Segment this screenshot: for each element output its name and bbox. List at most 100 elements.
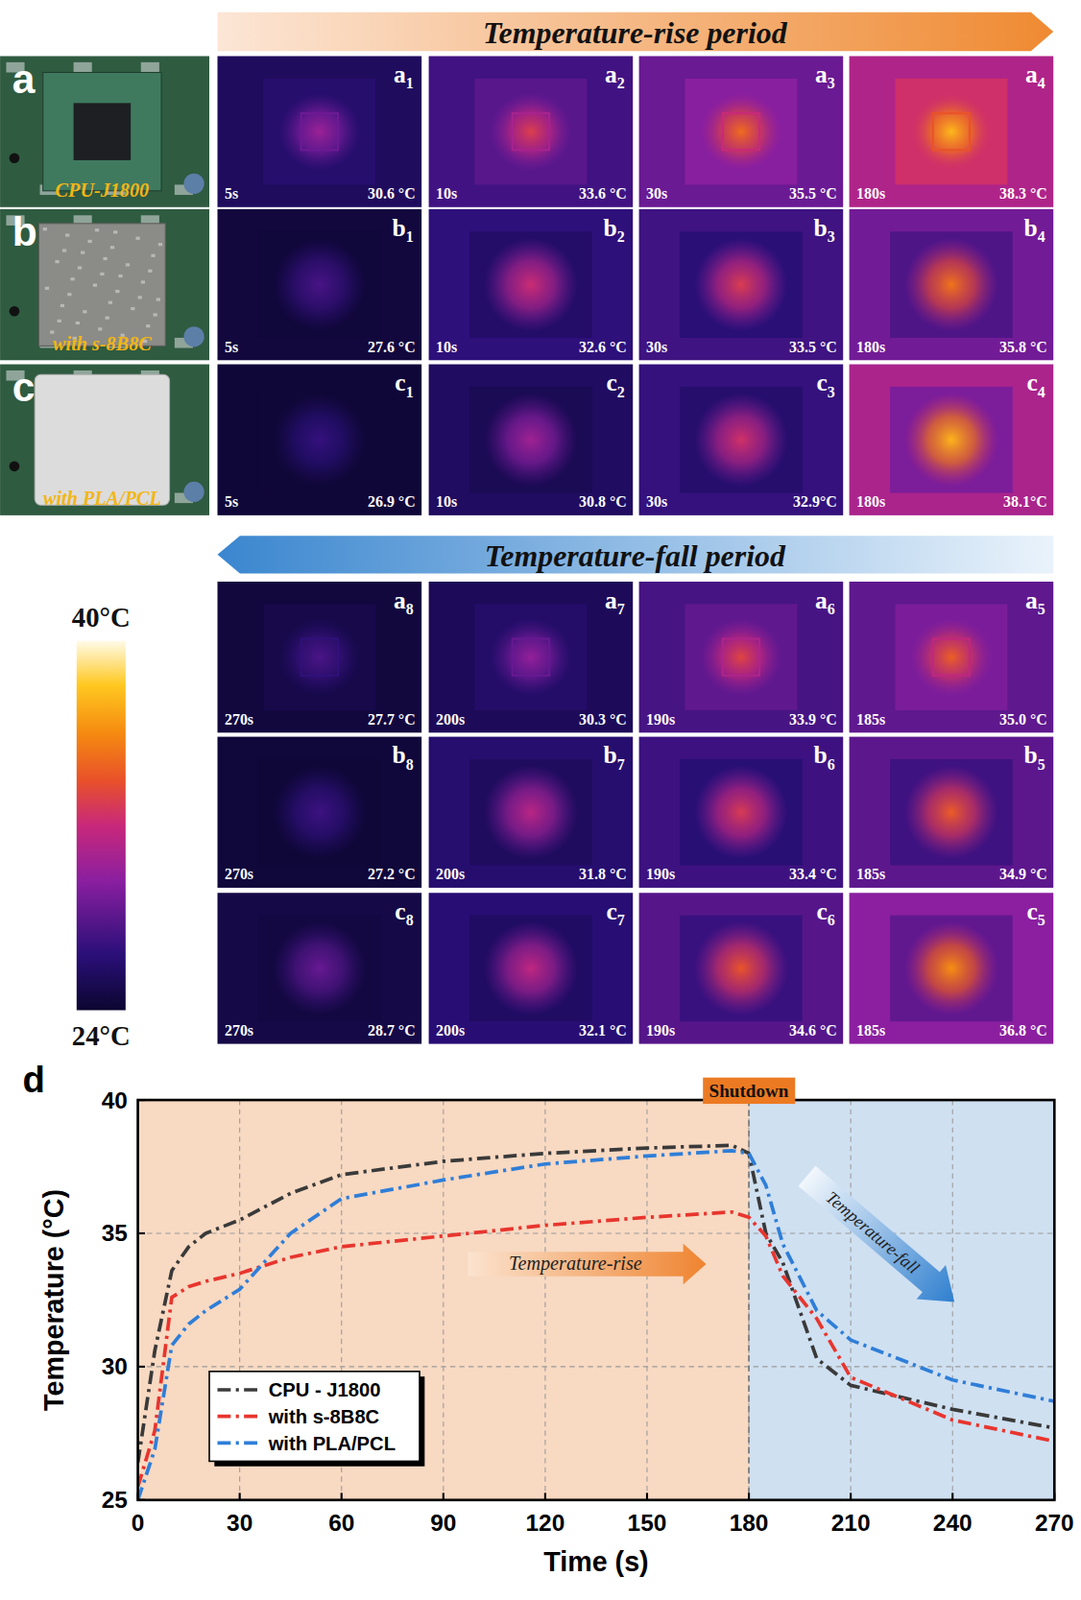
tile-letter: c bbox=[1026, 368, 1037, 397]
tile-bg bbox=[217, 737, 423, 889]
glow bbox=[272, 238, 367, 333]
tile-sub: 4 bbox=[1037, 228, 1046, 245]
glow bbox=[694, 921, 789, 1016]
legend: CPU - J1800with s-8B8Cwith PLA/PCL bbox=[209, 1371, 425, 1467]
tile-sub: 4 bbox=[1037, 384, 1046, 401]
texture bbox=[156, 297, 161, 301]
thermal-tile: c15s26.9 °C bbox=[217, 364, 423, 516]
thermal-tile: a7200s30.3 °C bbox=[429, 581, 634, 733]
tile-time: 200s bbox=[435, 711, 465, 728]
texture bbox=[95, 228, 99, 232]
tile-sub: 1 bbox=[406, 74, 414, 92]
glow bbox=[278, 93, 361, 171]
panel-letter: b bbox=[12, 209, 38, 255]
shutdown-box bbox=[702, 1078, 795, 1105]
tile-bg bbox=[849, 55, 1055, 207]
legend-swatch bbox=[217, 1415, 262, 1419]
panel-letter: c bbox=[12, 364, 36, 410]
tile-bg bbox=[217, 364, 423, 516]
tile-label: b2 bbox=[603, 214, 625, 245]
texture bbox=[80, 251, 85, 255]
tile-label: c4 bbox=[1026, 368, 1045, 400]
glow bbox=[483, 765, 578, 860]
thermal-tile: c4180s38.1°C bbox=[849, 364, 1055, 516]
glow bbox=[272, 392, 367, 487]
component bbox=[141, 62, 160, 73]
tile-bg bbox=[429, 892, 634, 1044]
texture bbox=[115, 289, 120, 293]
tick bbox=[849, 1492, 852, 1500]
tile-time: 180s bbox=[856, 493, 886, 510]
panel-letter: a bbox=[12, 56, 36, 102]
chip bbox=[474, 603, 587, 711]
tile-sub: 1 bbox=[406, 228, 414, 245]
chip bbox=[263, 78, 376, 186]
tile-label: b8 bbox=[391, 741, 413, 772]
legend-box bbox=[209, 1371, 420, 1463]
tile-sub: 5 bbox=[1037, 756, 1046, 773]
tile-label: a5 bbox=[1025, 586, 1046, 618]
tile-label: b5 bbox=[1024, 741, 1046, 772]
glow bbox=[489, 93, 572, 171]
tick-label: 120 bbox=[526, 1510, 566, 1537]
texture bbox=[145, 324, 150, 328]
tile-bg bbox=[849, 364, 1055, 516]
tile-letter: b bbox=[391, 741, 406, 769]
texture bbox=[70, 277, 74, 281]
tile-letter: c bbox=[605, 897, 617, 926]
hole bbox=[9, 306, 21, 317]
tile-letter: a bbox=[1025, 586, 1038, 615]
texture bbox=[150, 254, 155, 258]
grid-line bbox=[646, 1100, 648, 1501]
pad bbox=[258, 231, 382, 338]
photo: a CPU-J1800 bbox=[0, 55, 210, 207]
sample-label: CPU-J1800 bbox=[55, 179, 150, 201]
chip bbox=[474, 78, 587, 186]
series-line bbox=[138, 1151, 1056, 1501]
tile-sub: 8 bbox=[406, 912, 414, 929]
pad bbox=[469, 386, 593, 494]
tick-label: 40 bbox=[101, 1087, 128, 1114]
tile-sub: 5 bbox=[1037, 912, 1046, 929]
texture bbox=[77, 265, 82, 269]
texture bbox=[75, 321, 80, 325]
thermal-tile: a330s35.5 °C bbox=[639, 55, 844, 207]
glow bbox=[904, 765, 999, 860]
pad bbox=[679, 759, 803, 866]
thermal-tile: b4180s35.8 °C bbox=[849, 209, 1055, 361]
tile-letter: a bbox=[393, 60, 407, 89]
tile-label: a7 bbox=[604, 586, 625, 618]
pad bbox=[889, 386, 1013, 494]
tile-time: 5s bbox=[224, 493, 239, 510]
chip bbox=[43, 72, 162, 191]
tile-letter: b bbox=[391, 214, 406, 242]
pcb bbox=[0, 55, 210, 207]
tile-bg bbox=[639, 892, 844, 1044]
tile-sub: 8 bbox=[406, 600, 414, 618]
tile-label: a4 bbox=[1025, 60, 1046, 92]
texture bbox=[105, 316, 110, 320]
tile-bg bbox=[849, 581, 1055, 733]
tile-time: 270s bbox=[224, 1022, 254, 1039]
tile-temp: 30.8 °C bbox=[578, 493, 627, 510]
thermal-tile: b210s32.6 °C bbox=[429, 209, 634, 361]
tile-letter: c bbox=[605, 368, 617, 397]
tile-bg bbox=[849, 209, 1055, 361]
thermal-tile: c7200s32.1 °C bbox=[429, 892, 634, 1044]
tile-label: c2 bbox=[605, 368, 625, 400]
thermal-tile: a15s30.6 °C bbox=[217, 55, 423, 207]
texture bbox=[108, 301, 113, 305]
die bbox=[301, 639, 338, 676]
thermal-tile: a8270s27.7 °C bbox=[217, 581, 423, 733]
legend-swatch bbox=[217, 1441, 262, 1445]
annotation: Temperature-fall bbox=[821, 1187, 923, 1278]
tick bbox=[138, 1499, 145, 1502]
tile-time: 30s bbox=[646, 493, 668, 510]
tile-label: c3 bbox=[816, 368, 835, 400]
chip bbox=[684, 78, 797, 186]
grid-line bbox=[544, 1100, 546, 1501]
glow bbox=[272, 921, 367, 1016]
capacitor bbox=[183, 481, 204, 503]
tile-label: b7 bbox=[603, 741, 625, 772]
tile-label: c7 bbox=[605, 897, 625, 929]
